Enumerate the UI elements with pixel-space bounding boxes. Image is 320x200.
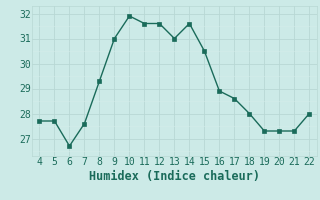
X-axis label: Humidex (Indice chaleur): Humidex (Indice chaleur)	[89, 170, 260, 183]
